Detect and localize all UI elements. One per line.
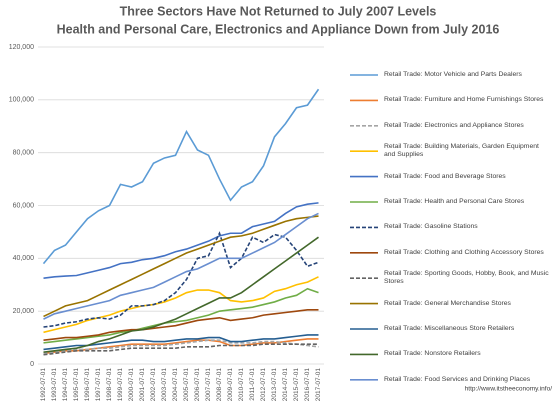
chart-title: Three Sectors Have Not Returned to July … <box>120 4 437 18</box>
legend-label: Retail Trade: Food Services and Drinking… <box>384 375 531 383</box>
chart-subtitle: Health and Personal Care, Electronics an… <box>57 22 500 36</box>
x-tick-label: 2013-07-01 <box>271 368 278 402</box>
x-tick-label: 2016-07-01 <box>304 368 311 402</box>
series-line <box>43 343 319 356</box>
series-line <box>42 88 320 265</box>
y-tick-label: 80,000 <box>13 150 35 157</box>
legend-label: Retail Trade: Nonstore Retailers <box>384 350 481 358</box>
x-tick-label: 2017-07-01 <box>315 368 322 402</box>
legend-label: Retail Trade: Miscellaneous Store Retail… <box>384 325 515 332</box>
x-tick-label: 1995-07-01 <box>73 368 80 402</box>
x-tick-label: 1994-07-01 <box>62 368 69 402</box>
series-line <box>43 236 319 353</box>
legend-label: Retail Trade: Food and Beverage Stores <box>384 172 506 180</box>
y-tick-label: 40,000 <box>13 255 35 262</box>
x-tick-label: 1996-07-01 <box>84 368 91 402</box>
source: http://www.itstheeconomy.info/ <box>465 386 553 393</box>
x-tick-label: 2012-07-01 <box>260 368 267 402</box>
x-tick-label: 1992-07-01 <box>40 368 47 402</box>
legend-label: Retail Trade: Motor Vehicle and Parts De… <box>384 71 522 78</box>
x-tick-label: 2006-07-01 <box>194 368 201 402</box>
x-tick-label: 2008-07-01 <box>216 368 223 402</box>
x-tick-label: 2014-07-01 <box>282 368 289 402</box>
y-tick-label: 120,000 <box>9 44 34 51</box>
series-line <box>43 287 319 344</box>
x-tick-label: 2011-07-01 <box>249 368 256 401</box>
y-tick-label: 60,000 <box>13 202 35 209</box>
x-tick-label: 2007-07-01 <box>205 368 212 402</box>
x-tick-label: 2002-07-01 <box>150 368 157 402</box>
y-tick-label: 20,000 <box>13 308 35 315</box>
x-tick-label: 2004-07-01 <box>172 368 179 402</box>
legend-label: Retail Trade: Gasoline Stations <box>384 223 478 231</box>
x-tick-label: 2005-07-01 <box>183 368 190 402</box>
series-line <box>43 276 319 334</box>
legend-label: Retail Trade: Electronics and Appliance … <box>384 121 524 129</box>
series-line <box>43 309 319 342</box>
legend-label: Retail Trade: Building Materials, Garden… <box>384 143 539 159</box>
y-tick-label: 100,000 <box>9 97 34 104</box>
x-tick-label: 2000-07-01 <box>128 368 135 402</box>
legend-label: Retail Trade: Health and Personal Care S… <box>384 198 525 205</box>
series-line <box>43 202 319 279</box>
x-tick-label: 2009-07-01 <box>227 368 234 402</box>
series-line <box>43 231 319 328</box>
x-tick-label: 1997-07-01 <box>95 368 102 402</box>
series-line <box>43 338 319 355</box>
legend-label: Retail Trade: Clothing and Clothing Acce… <box>384 248 544 256</box>
y-tick-label: 0 <box>30 361 34 368</box>
x-tick-label: 2010-07-01 <box>238 368 245 402</box>
legend-label: Retail Trade: Sporting Goods, Hobby, Boo… <box>384 270 549 286</box>
x-tick-label: 2003-07-01 <box>161 368 168 402</box>
x-tick-label: 2015-07-01 <box>293 368 300 402</box>
legend-label: Retail Trade: Furniture and Home Furnish… <box>384 96 544 104</box>
x-tick-label: 2001-07-01 <box>139 368 146 402</box>
x-tick-label: 1993-07-01 <box>51 368 58 402</box>
series-line <box>43 339 319 355</box>
x-tick-label: 1999-07-01 <box>117 368 124 402</box>
series-line <box>43 212 319 320</box>
legend-label: Retail Trade: General Merchandise Stores <box>384 299 511 307</box>
x-tick-label: 1998-07-01 <box>106 368 113 402</box>
series-line <box>43 215 319 318</box>
